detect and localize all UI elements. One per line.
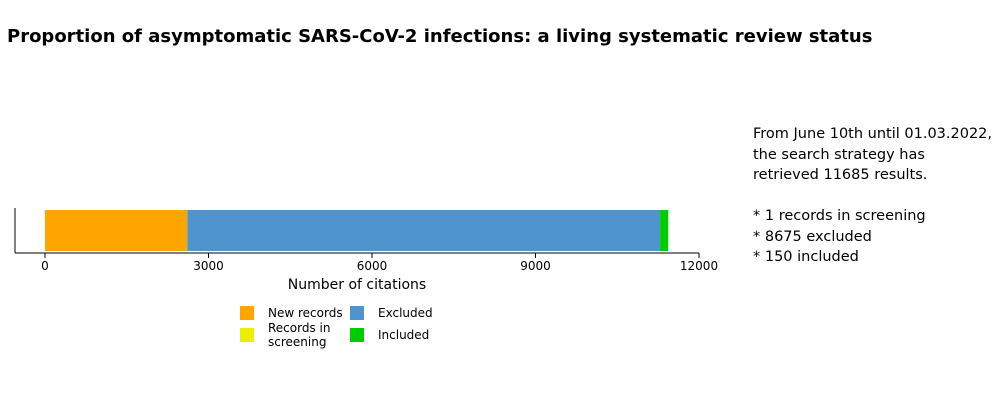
legend-item-included: Included <box>350 328 510 342</box>
x-axis-ticks: 0 3000 6000 9000 12000 <box>41 253 718 273</box>
legend-swatch <box>350 306 364 320</box>
summary-line: retrieved 11685 results. <box>753 167 928 183</box>
x-tick-label: 3000 <box>193 259 224 273</box>
legend-label: Included <box>378 328 430 342</box>
summary-line: the search strategy has <box>753 146 925 163</box>
summary-spacer <box>753 186 998 207</box>
x-tick-label: 12000 <box>680 259 718 273</box>
legend-swatch <box>240 328 254 342</box>
legend-label: Excluded <box>378 306 433 320</box>
summary-bullet: * 8675 excluded <box>753 228 872 245</box>
bar-segment-included <box>660 210 669 251</box>
legend-label: New records <box>268 306 343 320</box>
legend-item-excluded: Excluded <box>350 306 510 320</box>
summary-bullet: * 1 records in screening <box>753 208 926 224</box>
chart-title: Proportion of asymptomatic SARS-CoV-2 in… <box>7 26 873 47</box>
legend-swatch <box>240 306 254 320</box>
x-tick-label: 6000 <box>357 259 388 273</box>
bar-segment-new-records <box>44 210 188 251</box>
summary-panel: From June 10th until 01.03.2022, the sea… <box>753 124 998 268</box>
summary-bullet: * 150 included <box>753 249 859 265</box>
bar-segment-excluded <box>187 210 661 251</box>
x-axis-label: Number of citations <box>288 277 426 293</box>
x-tick-label: 9000 <box>520 259 551 273</box>
legend-item-new-records: New records <box>240 306 350 320</box>
summary-line: From June 10th until 01.03.2022, <box>753 126 993 142</box>
legend-label: Records in screening <box>268 321 331 349</box>
x-tick-label: 0 <box>41 259 49 273</box>
bar-group <box>44 210 669 251</box>
legend-item-records-in-screening: Records in screening <box>240 321 350 349</box>
legend-swatch <box>350 328 364 342</box>
legend: New records Excluded Records in screening I… <box>240 306 510 349</box>
